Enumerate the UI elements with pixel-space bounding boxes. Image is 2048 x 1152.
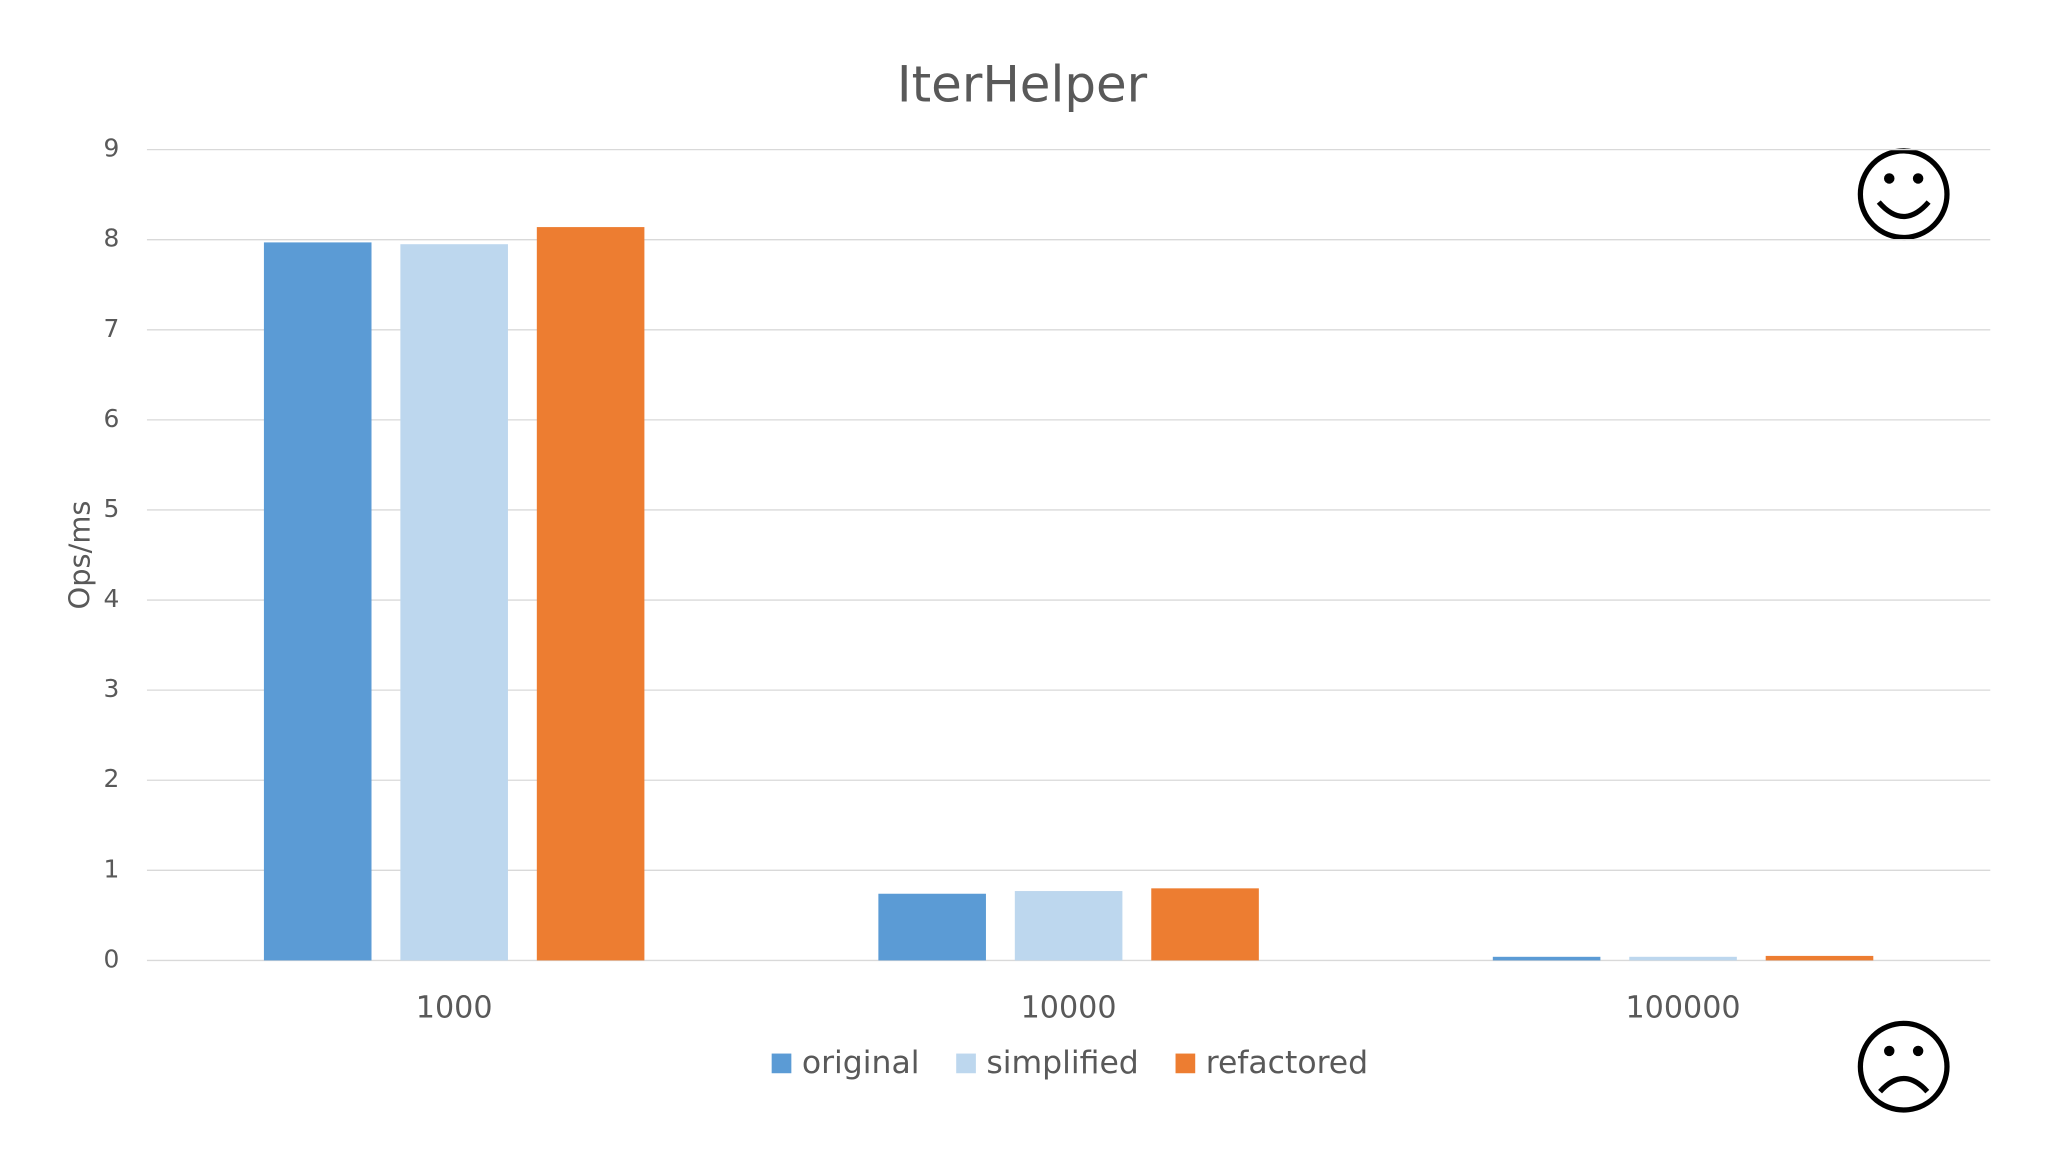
y-tick-label: 0: [104, 944, 120, 973]
y-tick-label: 8: [104, 224, 120, 253]
bar: [1151, 888, 1259, 961]
y-tick-label: 9: [104, 134, 120, 163]
legend-label: simplified: [986, 1045, 1138, 1081]
y-tick-label: 3: [104, 674, 120, 703]
legend-swatch: [956, 1053, 976, 1074]
happy-face: [1857, 148, 1950, 241]
bar: [1765, 955, 1874, 961]
x-tick-label: 1000: [416, 990, 493, 1025]
legend-swatch: [771, 1053, 792, 1074]
x-tick-label: 100000: [1625, 990, 1740, 1025]
y-tick-label: 6: [104, 404, 120, 433]
legend-label: refactored: [1206, 1045, 1368, 1081]
y-tick-label: 1: [104, 854, 120, 883]
legend: original simplified refactored: [771, 1045, 1368, 1081]
chart-title: IterHelper: [897, 55, 1148, 113]
bar: [878, 893, 986, 961]
y-tick-label: 5: [104, 494, 120, 523]
y-tick-label: 7: [104, 314, 120, 343]
bar: [400, 244, 508, 961]
legend-label: original: [802, 1045, 920, 1081]
y-tick-label: 4: [104, 584, 120, 613]
legend-swatch: [1175, 1053, 1196, 1074]
bar: [263, 242, 372, 961]
bar: [1014, 891, 1123, 961]
bar: [1492, 956, 1601, 961]
y-axis-label: Ops/ms: [62, 501, 96, 610]
sad-face: [1857, 1020, 1950, 1113]
bar: [536, 227, 645, 961]
y-tick-label: 2: [104, 764, 120, 793]
x-tick-label: 10000: [1021, 990, 1117, 1025]
bar: [1629, 956, 1737, 961]
